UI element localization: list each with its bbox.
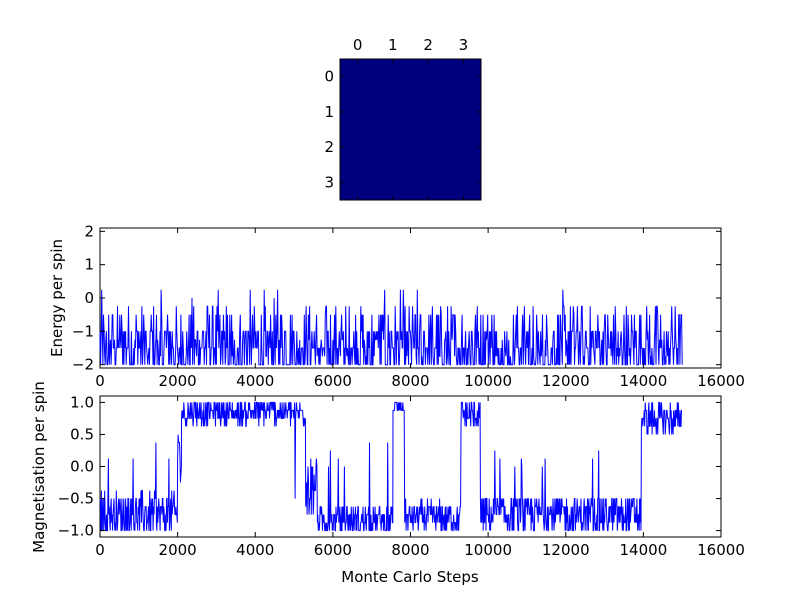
heatmap-y-tick-label: 0: [324, 68, 334, 86]
energy-x-tick-label: 0: [95, 372, 105, 390]
magnetisation-ylabel: Magnetisation per spin: [30, 381, 48, 553]
magnetisation-x-tick-label: 2000: [159, 541, 197, 559]
magnetisation-y-tick-label: −0.5: [58, 490, 94, 508]
energy-y-tick-label: 1: [84, 256, 94, 274]
heatmap-x-tick-label: 2: [423, 36, 433, 54]
energy-series-line: [99, 289, 683, 366]
heatmap-cell-field: [339, 58, 482, 201]
energy-y-tick-label: −1: [72, 322, 94, 340]
energy-x-tick-label: 8000: [391, 372, 429, 390]
energy-x-tick-label: 6000: [314, 372, 352, 390]
magnetisation-x-tick-label: 14000: [620, 541, 668, 559]
magnetisation-y-tick-label: 1.0: [70, 393, 94, 411]
energy-panel: 0 2000 4000 6000 8000 10000 12000 14000 16000 2 1…: [48, 222, 745, 390]
energy-y-tick-label: −2: [72, 356, 94, 374]
magnetisation-y-tick-label: 0.5: [70, 425, 94, 443]
energy-y-ticks: 2 1 0 −1 −2: [72, 222, 721, 374]
heatmap-x-tick-label: 3: [459, 36, 469, 54]
magnetisation-x-tick-label: 0: [95, 541, 105, 559]
magnetisation-x-tick-label: 6000: [314, 541, 352, 559]
magnetisation-x-tick-label: 16000: [697, 541, 745, 559]
heatmap-y-tick-label: 1: [324, 103, 334, 121]
heatmap-panel: 0 1 2 3 0 1 2 3: [324, 36, 482, 201]
energy-y-tick-label: 0: [84, 289, 94, 307]
magnetisation-series-line: [99, 401, 682, 532]
energy-x-tick-label: 12000: [542, 372, 590, 390]
magnetisation-y-ticks: 1.0 0.5 0.0 −0.5 −1.0: [58, 393, 721, 540]
heatmap-x-ticks: 0 1 2 3: [353, 36, 468, 200]
heatmap-y-tick-label: 2: [324, 138, 334, 156]
heatmap-x-tick-label: 1: [388, 36, 398, 54]
magnetisation-xlabel: Monte Carlo Steps: [341, 568, 479, 586]
energy-x-tick-label: 4000: [236, 372, 274, 390]
energy-x-tick-label: 2000: [159, 372, 197, 390]
energy-x-tick-label: 14000: [620, 372, 668, 390]
magnetisation-x-tick-label: 4000: [236, 541, 274, 559]
magnetisation-x-tick-label: 10000: [464, 541, 512, 559]
heatmap-x-tick-label: 0: [353, 36, 363, 54]
magnetisation-x-tick-label: 12000: [542, 541, 590, 559]
magnetisation-y-tick-label: −1.0: [58, 522, 94, 540]
heatmap-y-ticks: 0 1 2 3: [324, 68, 481, 191]
energy-x-tick-label: 16000: [697, 372, 745, 390]
heatmap-y-tick-label: 3: [324, 173, 334, 191]
energy-x-tick-label: 10000: [464, 372, 512, 390]
energy-y-tick-label: 2: [84, 222, 94, 240]
energy-x-ticks: 0 2000 4000 6000 8000 10000 12000 14000 16000: [95, 228, 745, 390]
magnetisation-x-ticks: 0 2000 4000 6000 8000 10000 12000 14000 16000: [95, 396, 745, 559]
magnetisation-panel: 0 2000 4000 6000 8000 10000 12000 14000 16000 1.…: [30, 381, 745, 586]
energy-ylabel: Energy per spin: [48, 239, 66, 357]
magnetisation-x-tick-label: 8000: [391, 541, 429, 559]
magnetisation-y-tick-label: 0.0: [70, 458, 94, 476]
